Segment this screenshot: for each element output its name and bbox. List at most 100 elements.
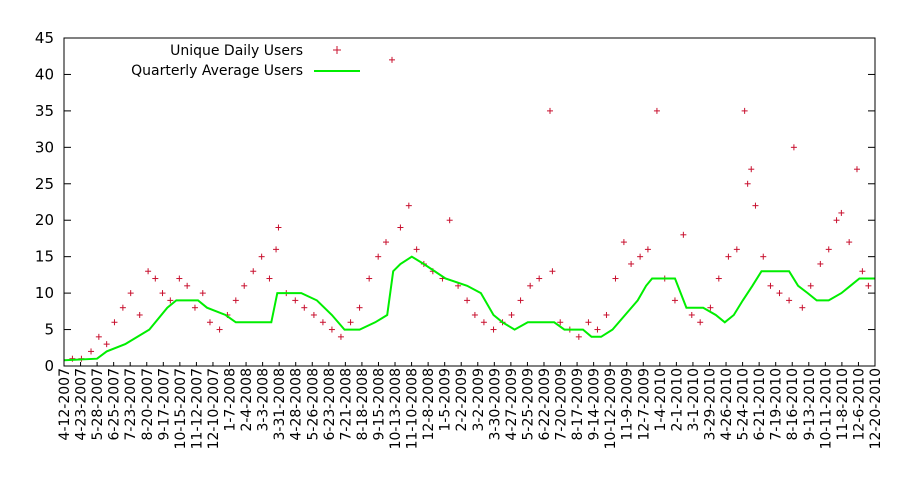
daily-user-point	[637, 253, 644, 260]
x-tick-label: 3-30-2009	[487, 368, 503, 440]
daily-user-point	[258, 253, 265, 260]
quarterly-average-layer	[63, 255, 875, 362]
daily-user-point	[389, 56, 396, 63]
daily-user-point	[347, 319, 354, 326]
daily-user-point	[111, 319, 118, 326]
legend-label-quarterly: Quarterly Average Users	[131, 63, 303, 79]
x-tick-label: 8-17-2009	[570, 368, 586, 440]
daily-user-point	[328, 326, 335, 333]
x-tick-label: 6-21-2010	[752, 368, 768, 440]
x-tick-label: 1-4-2010	[653, 368, 669, 432]
quarterly-average-line	[63, 255, 875, 362]
y-tick-label: 35	[35, 102, 54, 120]
daily-user-point	[752, 202, 759, 209]
x-tick-label: 5-25-2009	[520, 368, 536, 440]
daily-user-point	[375, 253, 382, 260]
daily-user-point	[356, 304, 363, 311]
daily-user-point	[127, 290, 134, 297]
daily-user-point	[594, 326, 601, 333]
daily-user-point	[119, 304, 126, 311]
daily-user-point	[103, 341, 110, 348]
daily-user-point	[715, 275, 722, 282]
legend-marker-daily	[333, 46, 341, 54]
daily-user-point	[480, 319, 487, 326]
daily-user-point	[464, 297, 471, 304]
daily-user-point	[853, 166, 860, 173]
x-tick-label: 6-22-2009	[537, 368, 553, 440]
x-tick-label: 2-2-2009	[454, 368, 470, 432]
x-tick-label: 12-8-2008	[421, 368, 437, 440]
daily-user-point	[273, 246, 280, 253]
x-tick-label: 3-1-2010	[686, 368, 702, 432]
x-tick-label: 6-23-2008	[322, 368, 338, 440]
daily-user-point	[557, 319, 564, 326]
x-tick-label: 10-13-2008	[388, 368, 404, 449]
x-tick-label: 12-20-2010	[868, 368, 884, 449]
daily-user-point	[744, 180, 751, 187]
x-tick-label: 9-17-2007	[156, 368, 172, 440]
x-tick-label: 5-28-2007	[90, 368, 106, 440]
x-tick-label: 4-26-2010	[719, 368, 735, 440]
x-tick-label: 7-19-2010	[769, 368, 785, 440]
y-tick-label: 10	[35, 284, 54, 302]
daily-user-point	[833, 217, 840, 224]
daily-user-point	[733, 246, 740, 253]
x-tick-label: 12-6-2010	[851, 368, 867, 440]
y-tick-label: 40	[35, 65, 54, 83]
x-tick-label: 8-16-2010	[785, 368, 801, 440]
daily-user-point	[859, 268, 866, 275]
x-tick-label: 3-31-2008	[272, 368, 288, 440]
daily-user-point	[838, 209, 845, 216]
x-tick-label: 12-7-2009	[636, 368, 652, 440]
legend-label-daily: Unique Daily Users	[170, 43, 303, 59]
y-tick-label: 20	[35, 211, 54, 229]
x-tick-label: 5-24-2010	[736, 368, 752, 440]
daily-user-point	[671, 297, 678, 304]
daily-user-point	[585, 319, 592, 326]
daily-user-point	[310, 311, 317, 318]
legend: Unique Daily Users Quarterly Average Use…	[131, 43, 360, 79]
x-tick-label: 11-9-2009	[620, 368, 636, 440]
x-tick-label: 1-7-2008	[223, 368, 239, 432]
x-tick-label: 9-15-2008	[371, 368, 387, 440]
daily-user-point	[644, 246, 651, 253]
daily-user-point	[807, 282, 814, 289]
daily-user-point	[760, 253, 767, 260]
x-tick-label: 3-2-2009	[471, 368, 487, 432]
daily-user-point	[241, 282, 248, 289]
x-tick-label: 2-4-2008	[239, 368, 255, 432]
y-tick-label: 0	[44, 357, 54, 375]
x-tick-label: 11-8-2010	[835, 368, 851, 440]
x-tick-label: 10-12-2009	[603, 368, 619, 449]
daily-user-point	[199, 290, 206, 297]
x-tick-label: 9-14-2009	[587, 368, 603, 440]
daily-user-point	[266, 275, 273, 282]
x-tick-label: 8-18-2008	[355, 368, 371, 440]
y-tick-label: 30	[35, 138, 54, 156]
daily-user-point	[748, 166, 755, 173]
daily-user-point	[786, 297, 793, 304]
daily-user-point	[697, 319, 704, 326]
daily-user-point	[250, 268, 257, 275]
x-tick-label: 4-12-2007	[57, 368, 73, 440]
daily-user-point	[517, 297, 524, 304]
y-tick-label: 15	[35, 248, 54, 266]
daily-user-point	[159, 290, 166, 297]
x-tick-label: 1-5-2009	[438, 368, 454, 432]
daily-user-point	[688, 311, 695, 318]
daily-user-point	[275, 224, 282, 231]
plot-frame	[63, 37, 876, 367]
daily-user-point	[446, 217, 453, 224]
daily-user-point	[527, 282, 534, 289]
daily-user-point	[405, 202, 412, 209]
daily-user-point	[776, 290, 783, 297]
daily-user-point	[825, 246, 832, 253]
y-tick-label: 45	[35, 29, 54, 47]
daily-user-point	[653, 107, 660, 114]
daily-user-point	[319, 319, 326, 326]
x-tick-label: 8-20-2007	[140, 368, 156, 440]
x-tick-label: 10-15-2007	[173, 368, 189, 449]
daily-user-point	[612, 275, 619, 282]
daily-user-point	[620, 239, 627, 246]
